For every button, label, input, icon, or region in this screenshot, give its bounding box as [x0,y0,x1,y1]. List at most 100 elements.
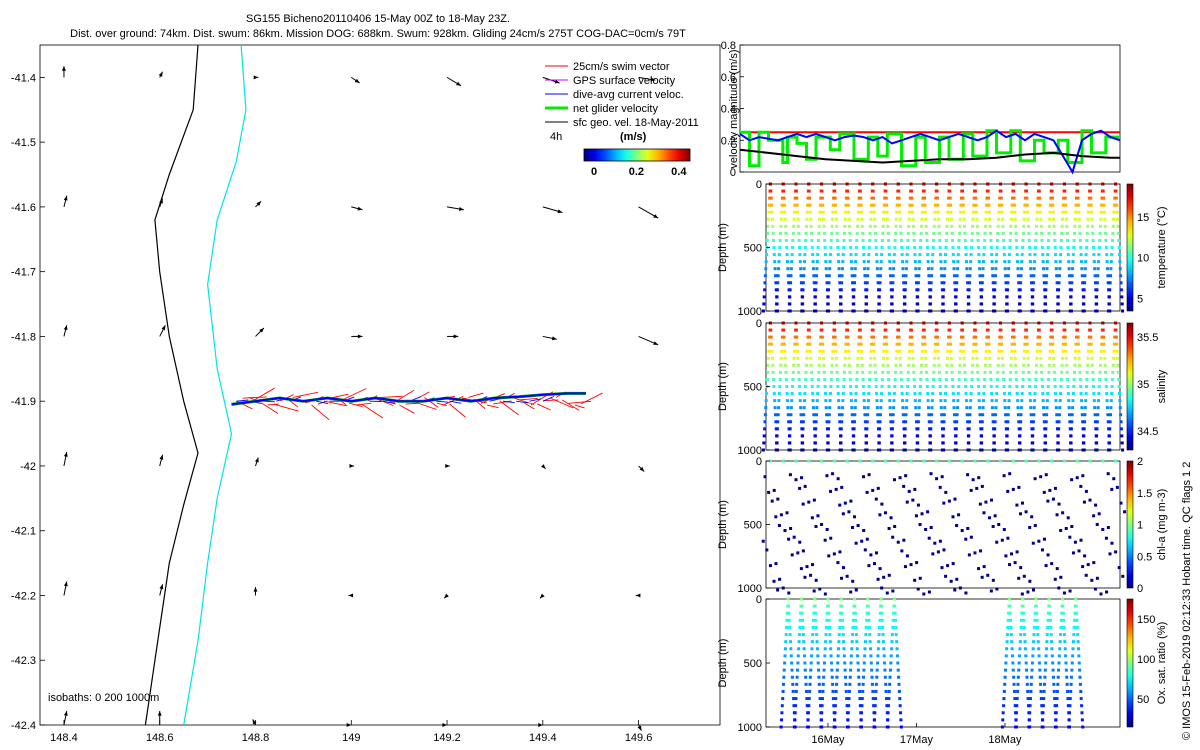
oxygen-point [844,682,848,686]
salinity-point [961,335,965,339]
map-ytick-label: -41.5 [11,137,36,149]
swim-vector [499,400,519,416]
salinity-point [955,420,959,424]
salinity-point [787,441,791,445]
temperature-point [1069,295,1073,299]
oxygen-point [833,704,837,708]
salinity-point [978,406,982,410]
salinity-point [834,349,838,353]
oxygen-point [880,618,884,622]
salinity-point [1082,427,1086,431]
salinity-point [923,342,927,346]
temperature-point [1025,203,1029,207]
salinity-point [901,406,905,410]
temperature-point [931,253,935,257]
temperature-point [1024,189,1028,193]
salinity-point [1107,441,1111,445]
oxygen-point [1066,697,1070,701]
chl-a-point [849,499,853,503]
salinity-point [925,385,929,388]
salinity-point [953,448,957,452]
salinity-point [1082,434,1086,438]
salinity-point [771,370,775,374]
oxygen-point [1075,611,1079,615]
oxygen-point [1053,725,1057,729]
temperature-point [882,203,886,207]
salinity-point [827,420,831,424]
temperature-point [968,267,972,271]
oxygen-point [887,689,891,693]
salinity-point [898,356,902,360]
oxygen-point [858,697,862,701]
salinity-point [1022,363,1026,367]
temperature-point [775,302,779,306]
oxygen-point [826,604,830,608]
chl-a-point [792,535,796,539]
oxygen-point [850,647,854,651]
temperature-point [797,246,801,249]
chl-a-point [1042,537,1046,541]
chl-a-point [1092,561,1096,565]
temperature-point [881,231,885,235]
temperature-point [799,281,803,285]
salinity-point [1016,406,1020,410]
chl-a-point [896,459,900,463]
chl-a-point [1044,473,1048,477]
salinity-point [1005,434,1009,438]
oxygen-point [1075,618,1079,622]
temperature-point [801,281,805,285]
temperature-point [911,217,915,221]
temperature-point [937,224,941,228]
oxygen-point [850,640,854,644]
temperature-point [1071,260,1075,264]
salinity-point [938,392,942,396]
oxygen-point [852,611,856,615]
geo-velocity-arrowhead [157,711,162,716]
salinity-point [868,363,872,367]
chl-a-point [809,573,813,577]
temperature-point [1078,224,1082,228]
temperature-point [1101,182,1105,186]
oxygen-point [868,640,872,644]
temperature-point [763,274,767,278]
oxygen-point [1020,611,1024,615]
temperature-point [768,182,772,186]
oxygen-point [1044,654,1048,658]
temperature-point [1107,302,1111,306]
salinity-point [949,342,953,346]
temperature-point [957,231,961,235]
temperature-point [828,267,832,271]
salinity-point [772,385,776,388]
temperature-point [966,302,970,306]
salinity-point [811,399,815,403]
oxygen-point [817,675,821,679]
salinity-point [767,349,771,353]
salinity-point [989,377,993,381]
temperature-point [1045,274,1049,278]
salinity-point [895,342,899,346]
salinity-point [903,427,907,431]
salinity-point [770,342,774,346]
oxygen-point [899,711,903,715]
temperature-point [975,210,979,214]
salinity-point [854,399,858,403]
temperature-point [793,196,797,200]
temperature-point [958,224,962,228]
salinity-point [942,427,946,431]
chl-a-point [973,551,977,555]
oxygen-point [864,633,868,637]
temperature-point [1086,217,1090,221]
oxygen-point [817,668,821,672]
salinity-point [876,413,880,417]
temperature-point [789,274,793,278]
oxygen-point [787,604,791,608]
chl-a-point [905,500,909,504]
salinity-point [1074,342,1078,346]
temperature-ytick-label: 500 [744,243,762,255]
temperature-point [850,267,854,271]
oxygen-point [1031,654,1035,658]
temperature-point [1014,231,1018,235]
salinity-point [926,406,930,410]
salinity-point [775,427,779,431]
temperature-point [817,224,821,228]
